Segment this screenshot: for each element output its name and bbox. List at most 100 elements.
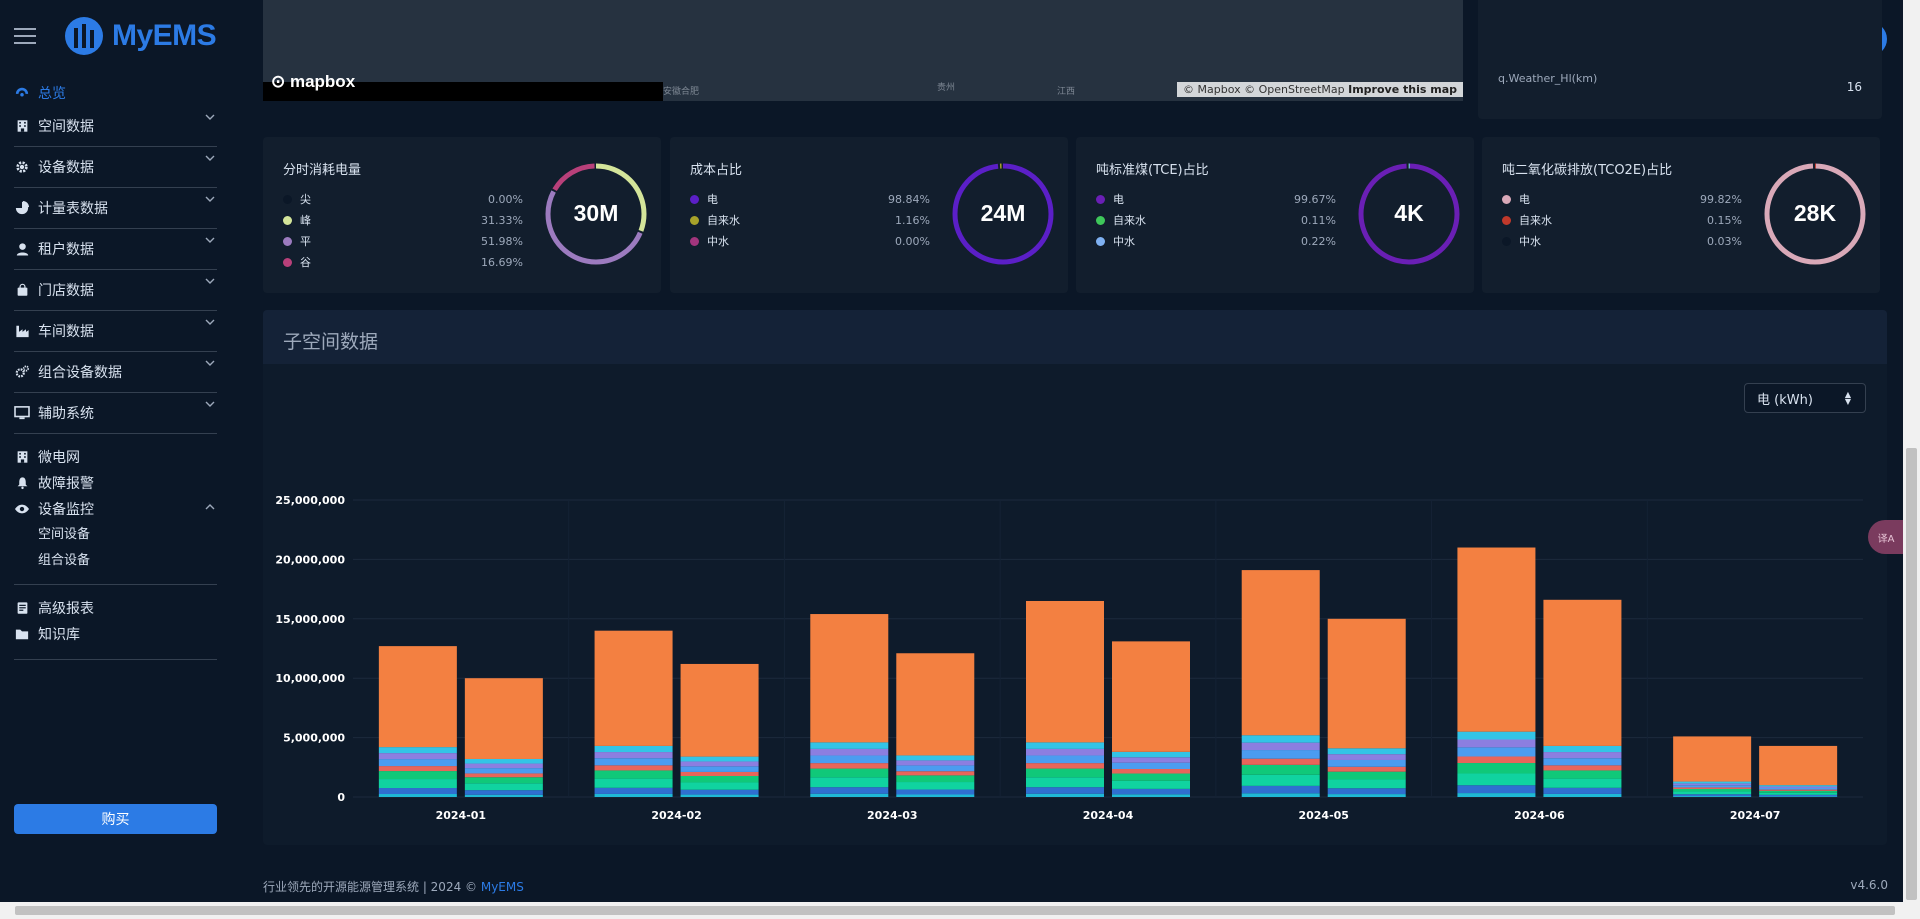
bar-segment[interactable] <box>378 771 457 780</box>
bar-segment[interactable] <box>594 778 673 788</box>
bar-segment[interactable] <box>1241 758 1320 765</box>
legend-row[interactable]: 电 99.82% <box>1502 190 1742 208</box>
mapbox-logo[interactable]: ⊙ mapbox <box>271 72 356 91</box>
bar-top-segment[interactable] <box>1759 745 1838 786</box>
buy-button[interactable]: 购买 <box>14 804 217 834</box>
bar-segment[interactable] <box>1327 766 1406 772</box>
scroll-thumb[interactable] <box>15 906 1895 915</box>
bar-segment[interactable] <box>1241 774 1320 786</box>
bar-segment[interactable] <box>896 794 975 797</box>
bar-segment[interactable] <box>1026 787 1104 794</box>
bar-segment[interactable] <box>896 775 975 783</box>
bar-segment[interactable] <box>1112 757 1190 763</box>
translate-float-icon[interactable]: 译A <box>1868 520 1904 554</box>
bar-top-segment[interactable] <box>378 646 457 748</box>
bar-segment[interactable] <box>1026 777 1104 788</box>
bar-segment[interactable] <box>1673 781 1752 784</box>
bar-segment[interactable] <box>1241 750 1320 759</box>
bar-segment[interactable] <box>1673 794 1752 797</box>
sidebar-item-12[interactable]: 高级报表 <box>14 595 217 621</box>
bar-segment[interactable] <box>680 775 759 783</box>
donut-slice[interactable] <box>545 163 647 265</box>
sidebar-item-5[interactable]: 门店数据 <box>14 270 217 310</box>
donut-slice[interactable] <box>1358 163 1460 265</box>
bar-segment[interactable] <box>1241 785 1320 794</box>
bar-segment[interactable] <box>1327 754 1406 760</box>
bar-segment[interactable] <box>1759 789 1838 791</box>
bar-segment[interactable] <box>1457 785 1536 794</box>
bar-segment[interactable] <box>1543 770 1622 779</box>
bar-segment[interactable] <box>810 793 889 797</box>
bar-segment[interactable] <box>810 777 889 788</box>
bar-segment[interactable] <box>896 760 975 766</box>
legend-row[interactable]: 中水 0.03% <box>1502 232 1742 250</box>
bar-segment[interactable] <box>1457 731 1536 740</box>
bar-segment[interactable] <box>896 782 975 790</box>
bar-segment[interactable] <box>1759 786 1838 788</box>
sidebar-item-11[interactable]: 设备监控 <box>14 496 217 522</box>
bar-segment[interactable] <box>464 768 543 774</box>
bar-segment[interactable] <box>1543 778 1622 788</box>
bar-segment[interactable] <box>1457 793 1536 797</box>
bar-segment[interactable] <box>810 763 889 769</box>
bar-segment[interactable] <box>1241 742 1320 751</box>
sidebar-item-10[interactable]: 故障报警 <box>14 470 217 496</box>
bar-segment[interactable] <box>1112 780 1190 789</box>
bar-segment[interactable] <box>1457 756 1536 764</box>
logo[interactable]: MyEMS <box>64 16 217 56</box>
bar-segment[interactable] <box>896 771 975 776</box>
sidebar-item-1[interactable]: 空间数据 <box>14 106 217 146</box>
bar-segment[interactable] <box>1112 769 1190 774</box>
bar-segment[interactable] <box>1457 763 1536 774</box>
bar-segment[interactable] <box>1759 794 1838 797</box>
bar-segment[interactable] <box>1327 779 1406 789</box>
donut-slice[interactable] <box>952 163 1054 265</box>
bar-segment[interactable] <box>896 765 975 772</box>
bar-segment[interactable] <box>464 763 543 769</box>
scroll-thumb[interactable] <box>1906 448 1917 900</box>
footer-link[interactable]: MyEMS <box>480 880 524 894</box>
bar-top-segment[interactable] <box>1457 547 1536 732</box>
bar-segment[interactable] <box>594 745 673 753</box>
legend-row[interactable]: 中水 0.22% <box>1096 232 1336 250</box>
menu-toggle-icon[interactable] <box>14 28 36 44</box>
bar-segment[interactable] <box>1543 765 1622 771</box>
bar-segment[interactable] <box>1543 793 1622 797</box>
bar-segment[interactable] <box>464 773 543 778</box>
legend-row[interactable]: 中水 0.00% <box>690 232 930 250</box>
map-attribution[interactable]: © Mapbox © OpenStreetMap Improve this ma… <box>1177 82 1463 97</box>
bar-segment[interactable] <box>1673 791 1752 795</box>
bar-segment[interactable] <box>1457 739 1536 748</box>
bar-segment[interactable] <box>810 787 889 794</box>
bar-segment[interactable] <box>680 782 759 790</box>
legend-row[interactable]: 谷 16.69% <box>283 253 523 271</box>
bar-segment[interactable] <box>464 777 543 784</box>
bar-segment[interactable] <box>680 771 759 776</box>
sidebar-item-0[interactable]: 总览 <box>14 80 217 106</box>
bar-segment[interactable] <box>1241 793 1320 797</box>
bar-top-segment[interactable] <box>1673 736 1752 782</box>
bar-segment[interactable] <box>1327 788 1406 795</box>
donut-slice[interactable] <box>1764 163 1866 265</box>
sidebar-item-8[interactable]: 辅助系统 <box>14 393 217 433</box>
bar-segment[interactable] <box>1759 792 1838 795</box>
bar-segment[interactable] <box>378 779 457 789</box>
bar-segment[interactable] <box>1759 787 1838 790</box>
legend-row[interactable]: 自来水 0.11% <box>1096 211 1336 229</box>
bar-top-segment[interactable] <box>594 630 673 746</box>
bar-segment[interactable] <box>1112 751 1190 758</box>
bar-segment[interactable] <box>1673 785 1752 788</box>
bar-segment[interactable] <box>1327 794 1406 797</box>
bar-segment[interactable] <box>1026 793 1104 797</box>
bar-segment[interactable] <box>680 766 759 772</box>
bar-segment[interactable] <box>378 794 457 797</box>
sidebar-item-7[interactable]: 组合设备数据 <box>14 352 217 392</box>
bar-segment[interactable] <box>378 766 457 772</box>
bar-segment[interactable] <box>810 742 889 749</box>
legend-row[interactable]: 自来水 1.16% <box>690 211 930 229</box>
sidebar-item-9[interactable]: 微电网 <box>14 444 217 470</box>
bar-segment[interactable] <box>1673 788 1752 792</box>
bar-top-segment[interactable] <box>896 653 975 756</box>
sidebar-item-6[interactable]: 车间数据 <box>14 311 217 351</box>
bar-segment[interactable] <box>810 755 889 764</box>
